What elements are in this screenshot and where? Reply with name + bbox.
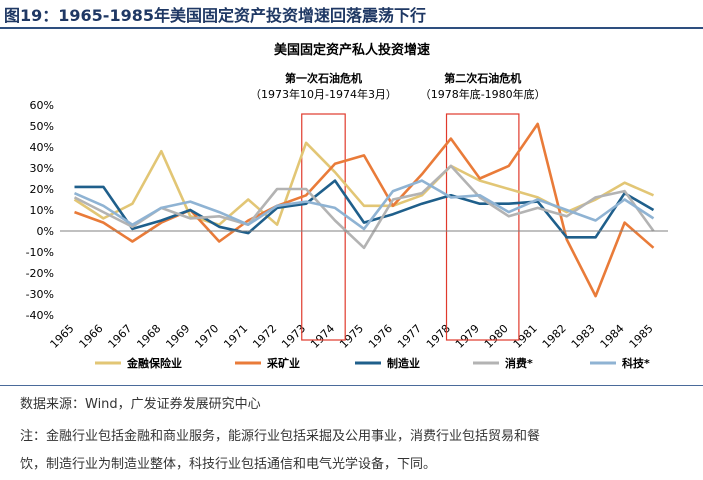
oil-crisis-title-2: 第二次石油危机 — [444, 71, 521, 85]
x-tick-label: 1983 — [569, 322, 598, 351]
x-tick-label: 1970 — [192, 322, 221, 351]
chart-title: 美国固定资产私人投资增速 — [274, 42, 430, 58]
oil-crisis-annotations: 第一次石油危机 （1973年10月-1974年3月） 第二次石油危机 （1978年底-… — [250, 71, 546, 341]
y-tick-label: -20% — [26, 267, 54, 280]
y-tick-label: 40% — [30, 141, 54, 154]
x-tick-label: 1980 — [482, 322, 511, 351]
x-tick-label: 1976 — [366, 322, 395, 351]
footnote-line-1: 注：金融行业包括金融和商业服务，能源行业包括采掘及公用事业，消费行业包括贸易和餐 — [20, 429, 541, 444]
x-tick-label: 1975 — [337, 322, 366, 351]
y-tick-label: 50% — [30, 120, 54, 133]
x-tick-label: 1977 — [395, 322, 424, 351]
line-chart: 美国固定资产私人投资增速 -40% -30% -20% -10% 0% 10% 20% 30%… — [26, 42, 668, 370]
y-tick-label: 20% — [30, 183, 54, 196]
footnote-line-2: 饮，制造行业为制造业整体，科技行业包括通信和电气光学设备，下同。 — [20, 457, 437, 472]
y-axis: -40% -30% -20% -10% 0% 10% 20% 30% 40% 50% 60% — [26, 99, 54, 322]
x-tick-label: 1972 — [250, 322, 279, 351]
x-tick-label: 1982 — [540, 322, 569, 351]
x-tick-label: 1984 — [598, 322, 627, 351]
x-tick-label: 1965 — [48, 322, 77, 351]
legend-label: 制造业 — [387, 356, 420, 370]
y-tick-label: 0% — [37, 225, 54, 238]
y-tick-label: 60% — [30, 99, 54, 112]
legend: 金融保险业 采矿业 制造业 消费* 科技* — [95, 356, 650, 370]
x-tick-label: 1969 — [163, 322, 192, 351]
x-tick-label: 1971 — [221, 322, 250, 351]
x-tick-label: 1974 — [308, 322, 337, 351]
oil-crisis-period-2: （1978年底-1980年底） — [420, 87, 546, 101]
oil-crisis-box-1 — [301, 113, 346, 341]
x-tick-label: 1979 — [453, 322, 482, 351]
x-tick-label: 1968 — [134, 322, 163, 351]
series-lines — [73, 122, 655, 298]
x-tick-label: 1967 — [106, 322, 135, 351]
y-tick-label: 10% — [30, 204, 54, 217]
legend-label: 消费* — [505, 356, 533, 370]
y-tick-label: -30% — [26, 288, 54, 301]
footer-divider — [0, 385, 703, 386]
legend-label: 采矿业 — [266, 356, 300, 370]
series-line-2 — [74, 122, 655, 298]
y-tick-label: -40% — [26, 309, 54, 322]
legend-label: 科技* — [622, 356, 650, 370]
x-axis: 1965 1966 1967 1968 1969 1970 1971 1972 1973 1974… — [48, 322, 656, 351]
y-tick-label: 30% — [30, 162, 54, 175]
series-line-4 — [73, 164, 655, 250]
oil-crisis-box-2 — [445, 113, 520, 341]
oil-crisis-period-1: （1973年10月-1974年3月） — [250, 87, 397, 101]
figure-title: 图19：1965-1985年美国固定资产投资增速回落震荡下行 — [4, 6, 426, 25]
legend-label: 金融保险业 — [126, 356, 182, 370]
oil-crisis-title-1: 第一次石油危机 — [285, 71, 362, 85]
x-tick-label: 1981 — [511, 322, 540, 351]
title-divider — [0, 27, 703, 29]
series-line-3 — [74, 179, 655, 239]
x-tick-label: 1985 — [627, 322, 656, 351]
series-line-5 — [73, 179, 655, 231]
y-tick-label: -10% — [26, 246, 54, 259]
source-note: 数据来源：Wind，广发证券发展研究中心 — [20, 397, 261, 412]
x-tick-label: 1966 — [77, 322, 106, 351]
x-tick-label: 1978 — [424, 322, 453, 351]
x-tick-label: 1973 — [279, 322, 308, 351]
